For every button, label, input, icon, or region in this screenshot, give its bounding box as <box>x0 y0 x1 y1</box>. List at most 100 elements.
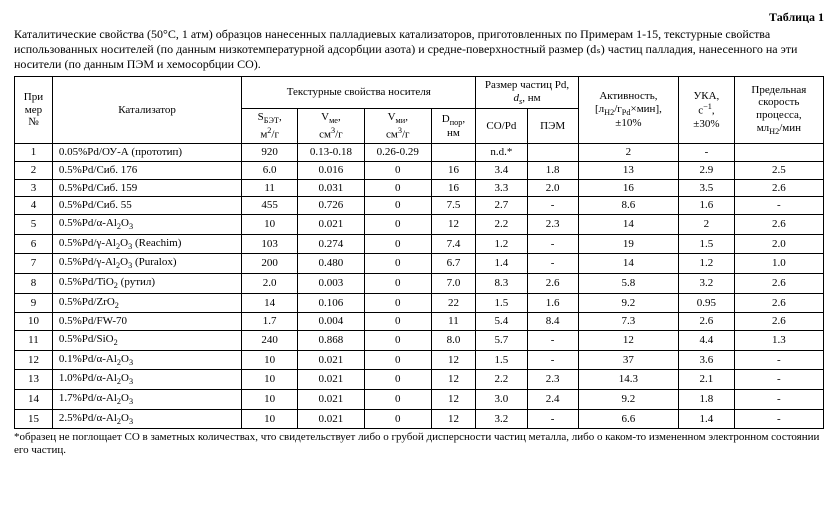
cell: 13 <box>15 370 53 390</box>
cell: 5.4 <box>476 313 527 331</box>
cell: 8.0 <box>431 330 476 350</box>
cell: 14 <box>15 389 53 409</box>
cell: 0.004 <box>298 313 365 331</box>
cell: 0.05%Pd/ОУ-А (прототип) <box>52 144 241 162</box>
cell: 10 <box>242 350 298 370</box>
cell: 1.2 <box>679 254 735 274</box>
cell: 6 <box>15 234 53 254</box>
cell: 2.9 <box>679 161 735 179</box>
cell: 9.2 <box>578 389 678 409</box>
cell: 2.6 <box>734 273 823 293</box>
cell: 3.2 <box>476 409 527 429</box>
table-row: 141.7%Pd/α-Al2O3100.0210123.02.49.21.8- <box>15 389 824 409</box>
cell: 920 <box>242 144 298 162</box>
table-row: 10.05%Pd/ОУ-А (прототип)9200.13-0.180.26… <box>15 144 824 162</box>
cell: 2.6 <box>734 293 823 313</box>
col-catalyst: Катализатор <box>52 77 241 144</box>
cell: 3 <box>15 179 53 197</box>
cell: 0.5%Pd/SiO2 <box>52 330 241 350</box>
table-head: При мер № Катализатор Текстурные свойств… <box>15 77 824 144</box>
cell: 0.726 <box>298 197 365 215</box>
col-texture-group: Текстурные свойства носителя <box>242 77 476 109</box>
cell: 0.003 <box>298 273 365 293</box>
cell: 1.7%Pd/α-Al2O3 <box>52 389 241 409</box>
table-row: 100.5%Pd/FW-701.70.0040115.48.47.32.62.6 <box>15 313 824 331</box>
cell: 2.6 <box>734 313 823 331</box>
cell: 6.0 <box>242 161 298 179</box>
table-row: 50.5%Pd/α-Al2O3100.0210122.22.31422.6 <box>15 214 824 234</box>
cell: 0.5%Pd/γ-Al2O3 (Puralox) <box>52 254 241 274</box>
cell: 0 <box>364 330 431 350</box>
cell: 0.26-0.29 <box>364 144 431 162</box>
cell: 2.0 <box>242 273 298 293</box>
table-caption: Каталитические свойства (50°C, 1 атм) об… <box>14 27 824 72</box>
cell: - <box>527 197 578 215</box>
cell: 5.8 <box>578 273 678 293</box>
cell: 2.3 <box>527 370 578 390</box>
cell: 11 <box>15 330 53 350</box>
cell: 1.5 <box>679 234 735 254</box>
cell: - <box>734 350 823 370</box>
cell: 8.4 <box>527 313 578 331</box>
cell: 11 <box>431 313 476 331</box>
table-row: 30.5%Pd/Сиб. 159110.0310163.32.0163.52.6 <box>15 179 824 197</box>
cell: 6.7 <box>431 254 476 274</box>
cell: 1.3 <box>734 330 823 350</box>
cell: 2 <box>679 214 735 234</box>
cell: - <box>527 409 578 429</box>
cell: 10 <box>242 214 298 234</box>
cell: 1.8 <box>527 161 578 179</box>
cell: 1.2 <box>476 234 527 254</box>
cell: 1.0%Pd/α-Al2O3 <box>52 370 241 390</box>
cell: 3.0 <box>476 389 527 409</box>
cell: 6.6 <box>578 409 678 429</box>
cell: 2.6 <box>734 179 823 197</box>
cell: 0.016 <box>298 161 365 179</box>
cell: - <box>734 197 823 215</box>
cell: 13 <box>578 161 678 179</box>
cell: 0 <box>364 214 431 234</box>
table-body: 10.05%Pd/ОУ-А (прототип)9200.13-0.180.26… <box>15 144 824 429</box>
cell: 0.5%Pd/α-Al2O3 <box>52 214 241 234</box>
cell: 12 <box>15 350 53 370</box>
cell: 2.2 <box>476 214 527 234</box>
cell: n.d.* <box>476 144 527 162</box>
cell <box>527 144 578 162</box>
cell <box>734 144 823 162</box>
cell: 0.95 <box>679 293 735 313</box>
cell: 9 <box>15 293 53 313</box>
cell: 16 <box>578 179 678 197</box>
table-row: 80.5%Pd/TiO2 (рутил)2.00.00307.08.32.65.… <box>15 273 824 293</box>
cell: 16 <box>431 179 476 197</box>
cell: 2.0 <box>527 179 578 197</box>
cell: 19 <box>578 234 678 254</box>
cell: - <box>734 409 823 429</box>
cell: 0.031 <box>298 179 365 197</box>
col-sbet: SБЭТ,м2/г <box>242 109 298 144</box>
cell: 22 <box>431 293 476 313</box>
cell: 0.021 <box>298 350 365 370</box>
col-no: При мер № <box>15 77 53 144</box>
table-row: 110.5%Pd/SiO22400.86808.05.7-124.41.3 <box>15 330 824 350</box>
cell: 14 <box>578 214 678 234</box>
cell: 0 <box>364 389 431 409</box>
cell: 4.4 <box>679 330 735 350</box>
cell: 0.5%Pd/TiO2 (рутил) <box>52 273 241 293</box>
cell: 7.0 <box>431 273 476 293</box>
cell: 0.5%Pd/ZrO2 <box>52 293 241 313</box>
cell: 1.4 <box>476 254 527 274</box>
table-row: 90.5%Pd/ZrO2140.1060221.51.69.20.952.6 <box>15 293 824 313</box>
cell: 7.3 <box>578 313 678 331</box>
cell: 0 <box>364 161 431 179</box>
table-row: 120.1%Pd/α-Al2O3100.0210121.5-373.6- <box>15 350 824 370</box>
cell: 0.1%Pd/α-Al2O3 <box>52 350 241 370</box>
cell: 240 <box>242 330 298 350</box>
cell <box>431 144 476 162</box>
cell: 0.274 <box>298 234 365 254</box>
cell: 1.7 <box>242 313 298 331</box>
col-vmi: Vми,см3/г <box>364 109 431 144</box>
col-pem: ПЭМ <box>527 109 578 144</box>
cell: 2.0 <box>734 234 823 254</box>
col-dpor: Dпор,нм <box>431 109 476 144</box>
table-row: 40.5%Pd/Сиб. 554550.72607.52.7-8.61.6- <box>15 197 824 215</box>
